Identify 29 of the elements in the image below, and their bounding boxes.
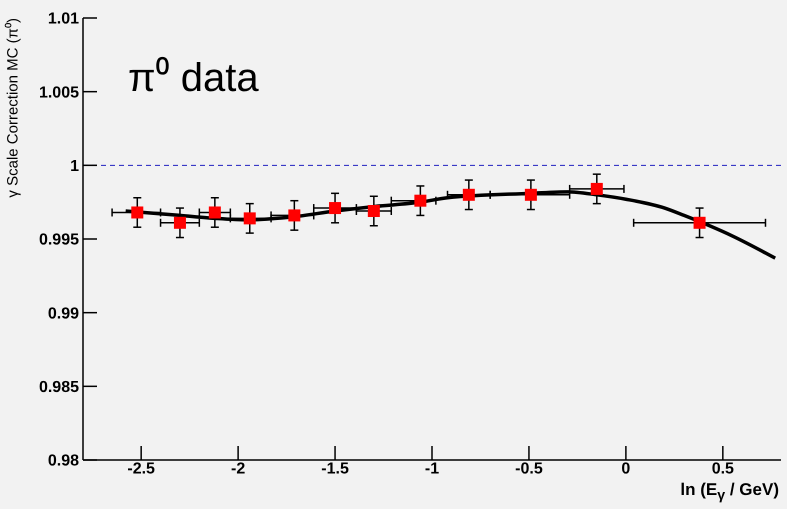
x-tick-label: -2 <box>230 460 246 478</box>
point <box>131 206 144 218</box>
point <box>694 216 706 229</box>
point <box>288 209 300 222</box>
point <box>208 206 221 218</box>
y-tick-label: 0.985 <box>38 379 80 396</box>
y-tick-label: 0.99 <box>48 305 80 322</box>
x-axis-title: ln (E$_{γ}$ / GeV) <box>680 480 779 504</box>
y-axis-title: γ Scale Correction MC (π⁰) <box>4 18 22 198</box>
point <box>590 182 603 195</box>
x-tick-label: -2.5 <box>127 460 156 478</box>
annotation: π⁰ data <box>128 55 259 102</box>
y-tick-label: 1.01 <box>48 10 80 28</box>
point <box>368 205 380 218</box>
x-tick-label: -1 <box>424 460 440 478</box>
point <box>524 188 537 201</box>
y-tick-label: 1.005 <box>38 84 80 102</box>
point <box>174 216 186 229</box>
y-tick-label: 1 <box>70 158 80 176</box>
x-tick-label: 0 <box>621 460 630 478</box>
x-tick-label: -0.5 <box>515 460 543 478</box>
y-tick-label: 0.98 <box>48 452 80 470</box>
x-tick-label: 0.5 <box>712 460 734 478</box>
point <box>414 194 426 207</box>
point <box>462 188 475 201</box>
point <box>329 202 342 214</box>
x-tick-label: -1.5 <box>321 460 349 478</box>
point <box>244 212 256 224</box>
y-tick-label: 0.995 <box>38 232 80 249</box>
